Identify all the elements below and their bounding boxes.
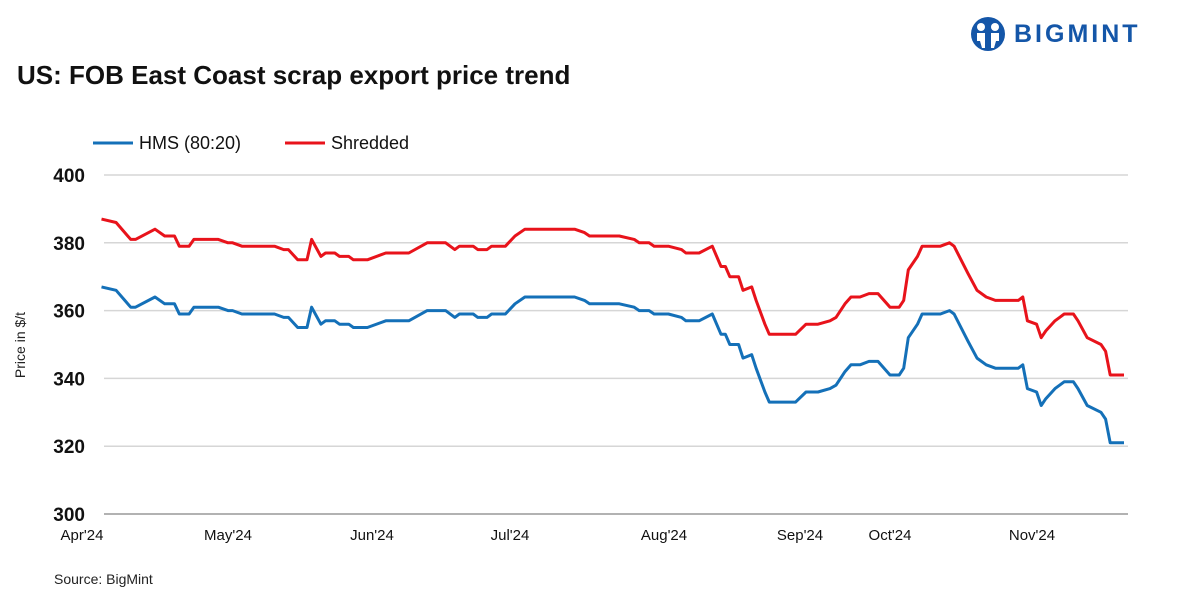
y-tick-label: 380	[53, 234, 85, 255]
x-tick-label: May'24	[204, 527, 252, 544]
x-tick-label: Oct'24	[869, 527, 912, 544]
x-tick-label: Aug'24	[641, 527, 687, 544]
series-line-hms-80-20-	[101, 285, 1124, 445]
bigmint-logo-icon	[971, 17, 1005, 51]
source-note: Source: BigMint	[54, 571, 153, 587]
x-tick-label: Apr'24	[61, 527, 104, 544]
legend-label: HMS (80:20)	[139, 133, 241, 153]
x-tick-label: Jun'24	[350, 527, 394, 544]
x-tick-label: Nov'24	[1009, 527, 1055, 544]
y-tick-label: 320	[53, 437, 85, 458]
x-tick-label: Jul'24	[491, 527, 530, 544]
chart-title: US: FOB East Coast scrap export price tr…	[17, 60, 571, 90]
bigmint-logo-text: BIGMINT	[1014, 19, 1141, 48]
bigmint-logo: BIGMINT	[970, 16, 1141, 52]
y-tick-label: 360	[53, 302, 85, 323]
y-tick-label: 300	[53, 505, 85, 526]
y-axis-title: Price in $/t	[12, 312, 28, 378]
y-tick-label: 400	[53, 166, 85, 187]
series-line-shredded	[101, 217, 1124, 377]
x-tick-label: Sep'24	[777, 527, 823, 544]
y-tick-label: 340	[53, 369, 85, 390]
legend-label: Shredded	[331, 133, 409, 153]
